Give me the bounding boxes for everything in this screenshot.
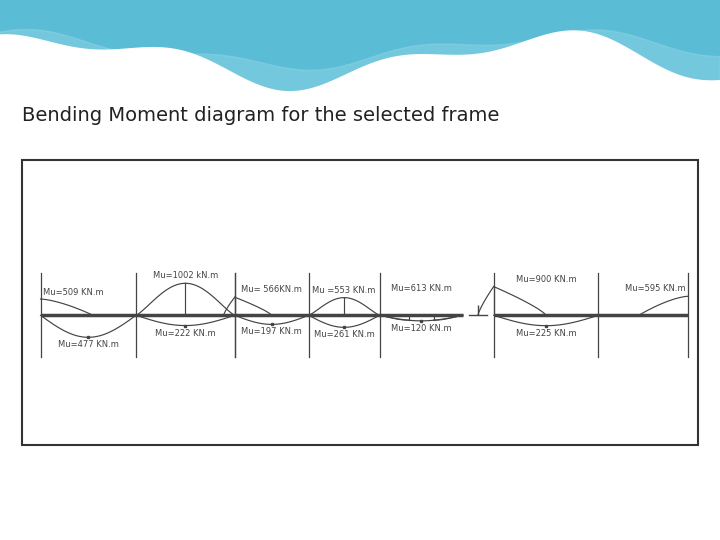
Text: Mu=509 KN.m: Mu=509 KN.m: [42, 288, 103, 297]
Text: Mu=261 KN.m: Mu=261 KN.m: [314, 330, 374, 339]
Text: Mu=120 KN.m: Mu=120 KN.m: [391, 324, 451, 333]
Bar: [22, 160, 698, 445]
Text: Mu=595 KN.m: Mu=595 KN.m: [625, 284, 686, 293]
Text: Mu=900 KN.m: Mu=900 KN.m: [516, 274, 577, 284]
Text: Mu=225 KN.m: Mu=225 KN.m: [516, 329, 577, 338]
Text: Mu=1002 kN.m: Mu=1002 kN.m: [153, 271, 218, 280]
Text: Mu=222 KN.m: Mu=222 KN.m: [155, 328, 216, 338]
Text: Bending Moment diagram for the selected frame: Bending Moment diagram for the selected …: [22, 106, 500, 125]
Text: Mu= 566KN.m: Mu= 566KN.m: [241, 285, 302, 294]
Text: Mu=477 KN.m: Mu=477 KN.m: [58, 340, 119, 349]
Text: Mu =553 KN.m: Mu =553 KN.m: [312, 286, 376, 295]
Text: Mu=613 KN.m: Mu=613 KN.m: [391, 284, 451, 293]
Text: Mu=197 KN.m: Mu=197 KN.m: [241, 327, 302, 336]
